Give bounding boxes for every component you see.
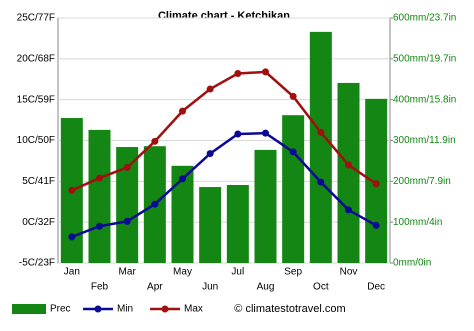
point — [234, 130, 242, 138]
point — [68, 233, 76, 241]
point — [96, 222, 103, 230]
y-tick-label: 25C/77F — [17, 13, 55, 24]
point — [262, 68, 269, 76]
y-tick-label: -5C/23F — [19, 258, 55, 269]
point — [206, 85, 214, 93]
y2-tick-label: 600mm/23.7in — [393, 13, 456, 24]
x-tick-label: Nov — [340, 267, 358, 278]
legend-swatch — [94, 305, 102, 313]
point — [179, 175, 186, 183]
bar — [88, 129, 111, 263]
point — [345, 161, 352, 169]
legend-swatch — [12, 304, 46, 314]
x-tick-label: Sep — [284, 267, 302, 278]
y-tick-label: 5C/41F — [22, 176, 55, 187]
point — [372, 180, 380, 188]
y2-tick-label: 100mm/4in — [393, 217, 442, 228]
point — [123, 163, 131, 171]
x-tick-label: Aug — [257, 282, 275, 293]
line — [71, 70, 377, 192]
y2-tick-label: 300mm/11.9in — [393, 135, 456, 146]
x-tick-label: Jul — [231, 267, 244, 278]
point — [179, 107, 186, 115]
x-tick-label: Dec — [367, 282, 385, 293]
point — [317, 178, 325, 186]
point — [96, 174, 103, 182]
point — [151, 200, 159, 208]
x-tick-label: Apr — [147, 282, 163, 293]
bar — [171, 165, 194, 263]
point — [151, 137, 159, 145]
source: © climatestotravel.com — [234, 303, 345, 315]
bar — [282, 115, 305, 263]
y2-tick-label: 200mm/7.9in — [393, 176, 451, 187]
legend-swatch — [161, 305, 169, 313]
legend-label: Prec — [50, 304, 71, 315]
bar — [199, 187, 222, 263]
x-tick-label: Jun — [202, 282, 218, 293]
point — [68, 186, 76, 194]
legend-label: Max — [184, 304, 203, 315]
point — [123, 217, 131, 225]
bar — [309, 31, 332, 264]
point — [317, 128, 325, 136]
point — [289, 148, 297, 156]
point — [289, 92, 297, 100]
x-tick-label: Feb — [91, 282, 109, 293]
y-tick-label: 20C/68F — [17, 53, 55, 64]
point — [345, 206, 352, 214]
line — [71, 131, 377, 239]
legend-label: Min — [117, 304, 133, 315]
x-tick-label: Oct — [313, 282, 329, 293]
point — [262, 129, 269, 137]
bar — [337, 82, 360, 263]
y2-tick-label: 0mm/0in — [393, 258, 431, 269]
y2-tick-label: 400mm/15.8in — [393, 94, 456, 105]
y-tick-label: 10C/50F — [17, 135, 55, 146]
bar — [226, 185, 249, 263]
y-tick-label: 0C/32F — [22, 217, 55, 228]
x-tick-label: Jan — [64, 267, 80, 278]
x-tick-label: Mar — [119, 267, 137, 278]
point — [234, 70, 242, 78]
x-tick-label: May — [173, 267, 192, 278]
y-tick-label: 15C/59F — [17, 94, 55, 105]
point — [372, 221, 380, 229]
bar — [254, 149, 277, 263]
bar — [116, 147, 139, 263]
point — [206, 150, 214, 158]
y2-tick-label: 500mm/19.7in — [393, 53, 456, 64]
